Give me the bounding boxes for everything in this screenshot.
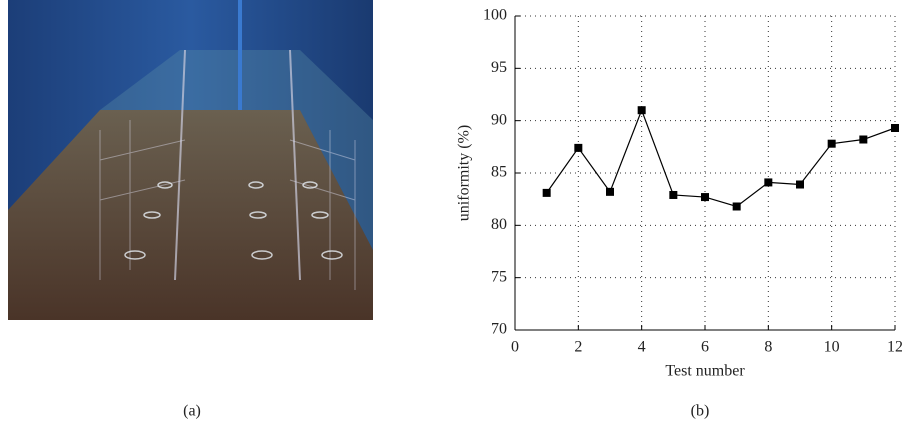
y-tick-label: 100: [483, 7, 507, 24]
data-point: [542, 188, 551, 197]
photo: [8, 0, 373, 320]
data-point: [891, 123, 899, 132]
y-tick-label: 80: [491, 216, 507, 233]
y-tick-label: 95: [491, 59, 507, 76]
x-tick-label: 0: [511, 339, 519, 356]
y-tick-label: 85: [491, 164, 507, 181]
x-axis-label: Test number: [665, 363, 745, 380]
y-tick-label: 90: [491, 111, 507, 128]
y-tick-label: 70: [491, 321, 507, 338]
data-point: [764, 178, 773, 187]
caption: (b): [691, 403, 710, 420]
x-tick-label: 2: [574, 339, 582, 356]
y-tick-label: 75: [491, 268, 507, 285]
data-point: [606, 187, 614, 196]
x-tick-label: 6: [701, 339, 709, 356]
data-point: [701, 193, 709, 202]
x-tick-label: 8: [764, 339, 772, 356]
data-point: [732, 202, 741, 211]
caption: (a): [183, 403, 201, 420]
x-tick-label: 4: [638, 339, 646, 356]
data-point: [827, 139, 836, 148]
plot: 70 75 80 85 90 95 100 0 2 4 6 8 10 12 Test number unifo…: [456, 7, 902, 380]
data-point: [637, 106, 646, 115]
data-point: [859, 135, 868, 144]
data-point: [669, 190, 678, 199]
data-point: [796, 180, 804, 189]
x-tick-label: 10: [824, 339, 840, 356]
x-tick-label: 12: [887, 339, 902, 356]
data-point: [574, 143, 583, 152]
y-axis-label: uniformity (%): [456, 125, 473, 221]
data-line: [546, 108, 896, 208]
